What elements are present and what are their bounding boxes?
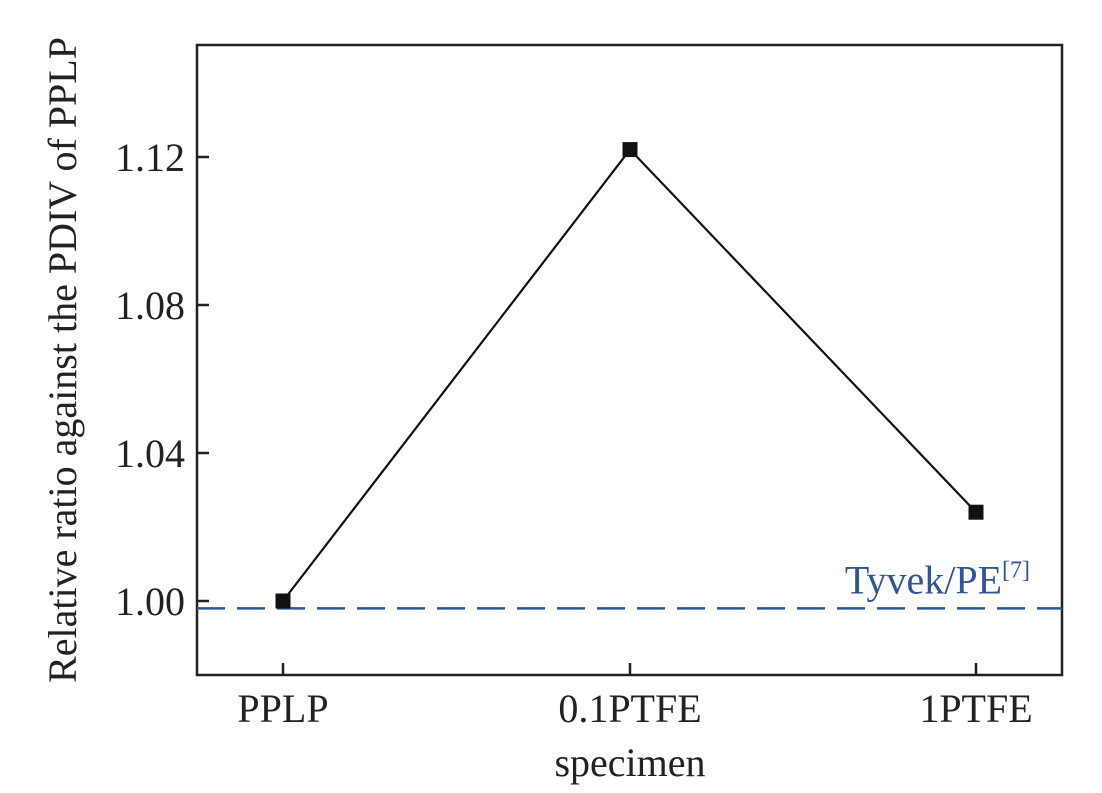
x-axis-ticks: PPLP 0.1PTFE 1PTFE <box>237 663 1033 731</box>
y-tick-label: 1.04 <box>115 431 185 476</box>
reference-layer: Tyvek/PE[7] <box>197 557 1062 610</box>
y-tick-label: 1.00 <box>115 579 185 624</box>
y-tick-label: 1.12 <box>115 135 185 180</box>
data-point-marker <box>622 142 638 158</box>
data-point-marker <box>275 593 291 609</box>
reference-label-text: Tyvek/PE <box>845 557 1002 602</box>
x-tick-label: PPLP <box>237 686 328 731</box>
y-tick-label: 1.08 <box>115 283 185 328</box>
reference-label: Tyvek/PE[7] <box>845 557 1030 602</box>
y-axis-ticks: 1.00 1.04 1.08 1.12 <box>115 135 209 624</box>
series-layer <box>275 142 984 609</box>
data-point-marker <box>968 504 984 520</box>
x-tick-label: 1PTFE <box>919 686 1032 731</box>
series-line <box>282 147 977 602</box>
y-axis-label: Relative ratio against the PDIV of PPLP <box>40 37 85 683</box>
x-tick-label: 0.1PTFE <box>558 686 701 731</box>
reference-label-superscript: [7] <box>1002 557 1030 583</box>
x-axis-label: specimen <box>554 740 705 785</box>
